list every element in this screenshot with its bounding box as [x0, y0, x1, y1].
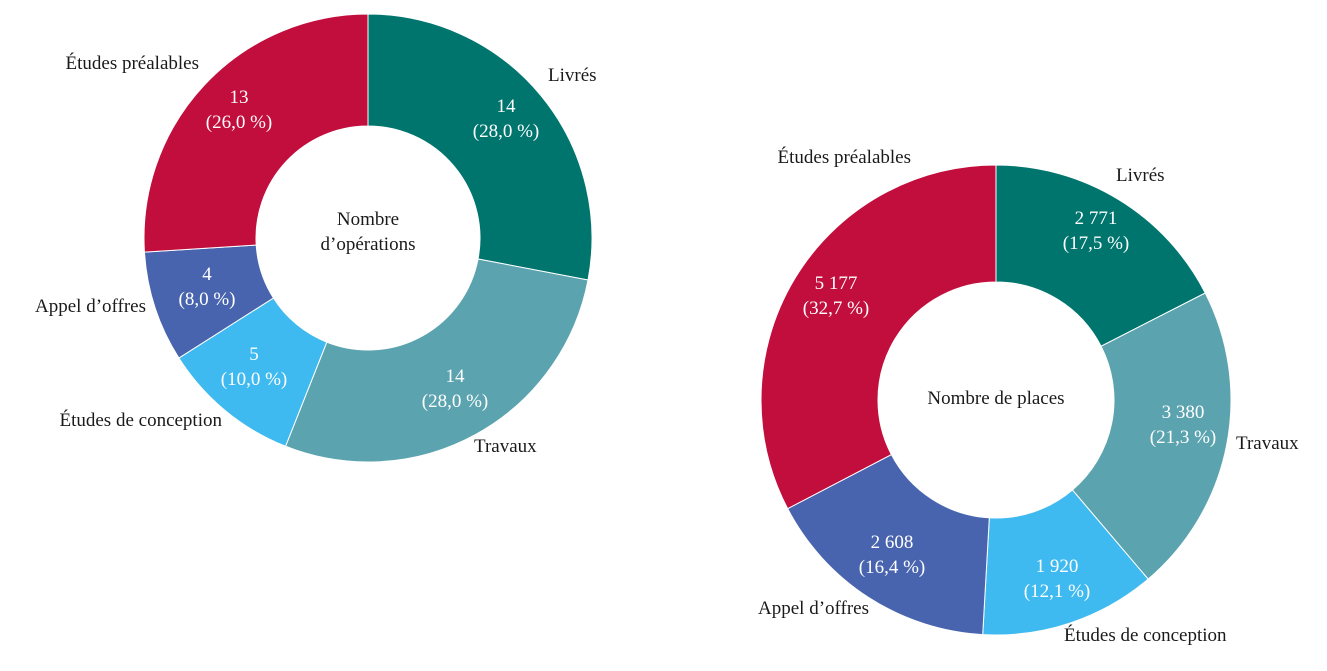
category-label-travaux: Travaux	[474, 436, 537, 457]
category-label-livres: Livrés	[1116, 165, 1165, 186]
percent-label: (28,0 %)	[473, 121, 539, 142]
slice-travaux	[284, 258, 589, 463]
percent-label: (12,1 %)	[1024, 581, 1090, 602]
donut-chart-2: 2 771 (17,5 %) 3 380 (21,3 %) 1 920 (12,1 %) 2…	[758, 146, 1299, 646]
category-label-travaux: Travaux	[1236, 433, 1299, 454]
slice-livres	[995, 164, 1206, 347]
category-label-livres: Livrés	[548, 65, 597, 86]
percent-label: (8,0 %)	[179, 289, 236, 310]
value-label: 14	[497, 96, 517, 117]
value-label: 5 177	[815, 273, 858, 294]
value-label: 13	[230, 87, 249, 108]
value-label: 4	[202, 264, 212, 285]
category-label-etudes-de-conception: Études de conception	[59, 409, 222, 431]
percent-label: (10,0 %)	[221, 369, 287, 390]
value-label: 2 608	[871, 532, 914, 553]
category-label-etudes-prealables: Études préalables	[778, 146, 911, 168]
value-label: 1 920	[1036, 556, 1079, 577]
category-label-appel-doffres: Appel d’offres	[758, 598, 869, 619]
percent-label: (32,7 %)	[803, 298, 869, 319]
center-label: Nombre	[337, 209, 399, 230]
donut-chart-1: 14 (28,0 %) 14 (28,0 %) 5 (10,0 %) 4 (8,0 %) 13 (…	[35, 13, 597, 463]
percent-label: (26,0 %)	[206, 112, 272, 133]
percent-label: (17,5 %)	[1063, 233, 1129, 254]
slice-travaux	[1071, 292, 1232, 580]
percent-label: (28,0 %)	[422, 391, 488, 412]
category-label-etudes-de-conception: Études de conception	[1064, 624, 1227, 646]
center-label: d’opérations	[321, 234, 416, 255]
slice-etudes-prealables	[760, 164, 997, 510]
slice-etudes-prealables	[143, 13, 369, 253]
slice-appel-doffres	[786, 453, 990, 636]
category-label-appel-doffres: Appel d’offres	[35, 296, 146, 317]
category-label-etudes-prealables: Études préalables	[66, 52, 199, 74]
percent-label: (16,4 %)	[859, 557, 925, 578]
slice-livres	[367, 13, 593, 281]
value-label: 5	[249, 344, 259, 365]
value-label: 14	[446, 366, 466, 387]
center-label: Nombre de places	[927, 388, 1064, 409]
value-label: 3 380	[1162, 402, 1205, 423]
percent-label: (21,3 %)	[1150, 427, 1216, 448]
value-label: 2 771	[1075, 208, 1118, 229]
